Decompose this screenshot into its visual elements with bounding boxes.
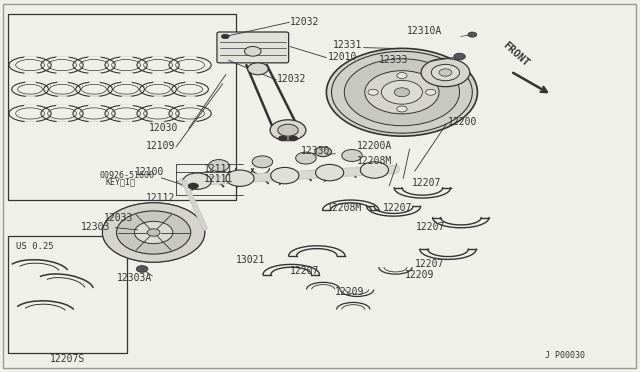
Circle shape [116,211,191,254]
Text: 12209: 12209 [335,287,364,296]
Circle shape [342,150,362,161]
Circle shape [289,136,298,141]
Circle shape [209,160,229,171]
Circle shape [397,73,407,78]
Text: 12033: 12033 [104,213,133,222]
Bar [8,14,236,200]
Circle shape [316,164,344,181]
Text: 12333: 12333 [379,55,408,65]
Text: 12331: 12331 [333,41,362,50]
Circle shape [431,64,460,81]
Text: 12209: 12209 [404,270,434,280]
Circle shape [296,152,316,164]
Circle shape [136,266,148,272]
Circle shape [226,170,254,186]
Text: US 0.25: US 0.25 [16,242,54,251]
Text: 12032: 12032 [277,74,307,84]
Ellipse shape [364,108,381,118]
Circle shape [244,46,261,56]
Circle shape [248,63,268,75]
Circle shape [381,80,422,104]
Text: J P00030: J P00030 [545,351,585,360]
Circle shape [344,59,460,126]
Text: 12010: 12010 [328,52,357,62]
Circle shape [326,48,477,136]
Text: 12207: 12207 [416,222,445,232]
Text: FRONT: FRONT [500,40,531,68]
Circle shape [397,106,407,112]
Circle shape [183,173,211,189]
Ellipse shape [437,96,453,107]
Text: 13021: 13021 [236,256,265,265]
Circle shape [102,203,205,262]
Text: 12303A: 12303A [117,273,152,283]
Text: 12111: 12111 [204,164,233,173]
Text: 00926-51600: 00926-51600 [99,171,154,180]
Text: 12208M: 12208M [326,203,362,212]
Ellipse shape [370,64,388,74]
Circle shape [270,120,306,141]
Text: 12200: 12200 [448,117,477,127]
Circle shape [365,71,439,114]
Circle shape [439,69,452,76]
Ellipse shape [348,84,364,96]
Circle shape [332,51,472,133]
Text: 12100: 12100 [134,167,164,177]
Circle shape [278,136,287,141]
Text: 12207: 12207 [415,259,444,269]
Circle shape [188,183,198,189]
Text: 12112: 12112 [146,193,175,203]
Circle shape [315,147,332,157]
Circle shape [252,156,273,168]
Ellipse shape [412,63,431,73]
Text: 12200A: 12200A [357,141,392,151]
Text: 12207: 12207 [383,203,412,212]
Circle shape [468,32,477,37]
Text: 12303: 12303 [81,222,111,232]
Circle shape [278,124,298,136]
Text: 12032: 12032 [290,17,319,26]
Text: 12207S: 12207S [49,354,85,364]
Circle shape [421,58,470,87]
FancyBboxPatch shape [217,32,289,63]
Circle shape [454,53,465,60]
Text: 12030: 12030 [148,123,178,132]
Bar [8,236,127,353]
Circle shape [147,229,160,236]
Circle shape [368,89,378,95]
Ellipse shape [440,82,455,93]
Text: 12111: 12111 [204,174,233,183]
Text: 12207: 12207 [412,178,441,188]
Circle shape [271,167,299,184]
Text: 12330: 12330 [301,146,330,155]
Text: KEY（I）: KEY（I） [106,178,136,187]
Ellipse shape [404,113,423,123]
Circle shape [221,34,229,39]
Text: 12310A: 12310A [406,26,442,35]
Text: 12208M: 12208M [357,156,392,166]
Text: 12109: 12109 [146,141,175,151]
Text: 12207: 12207 [290,266,319,276]
Circle shape [134,221,173,244]
Circle shape [394,88,410,97]
Circle shape [360,162,388,178]
Circle shape [426,89,436,95]
